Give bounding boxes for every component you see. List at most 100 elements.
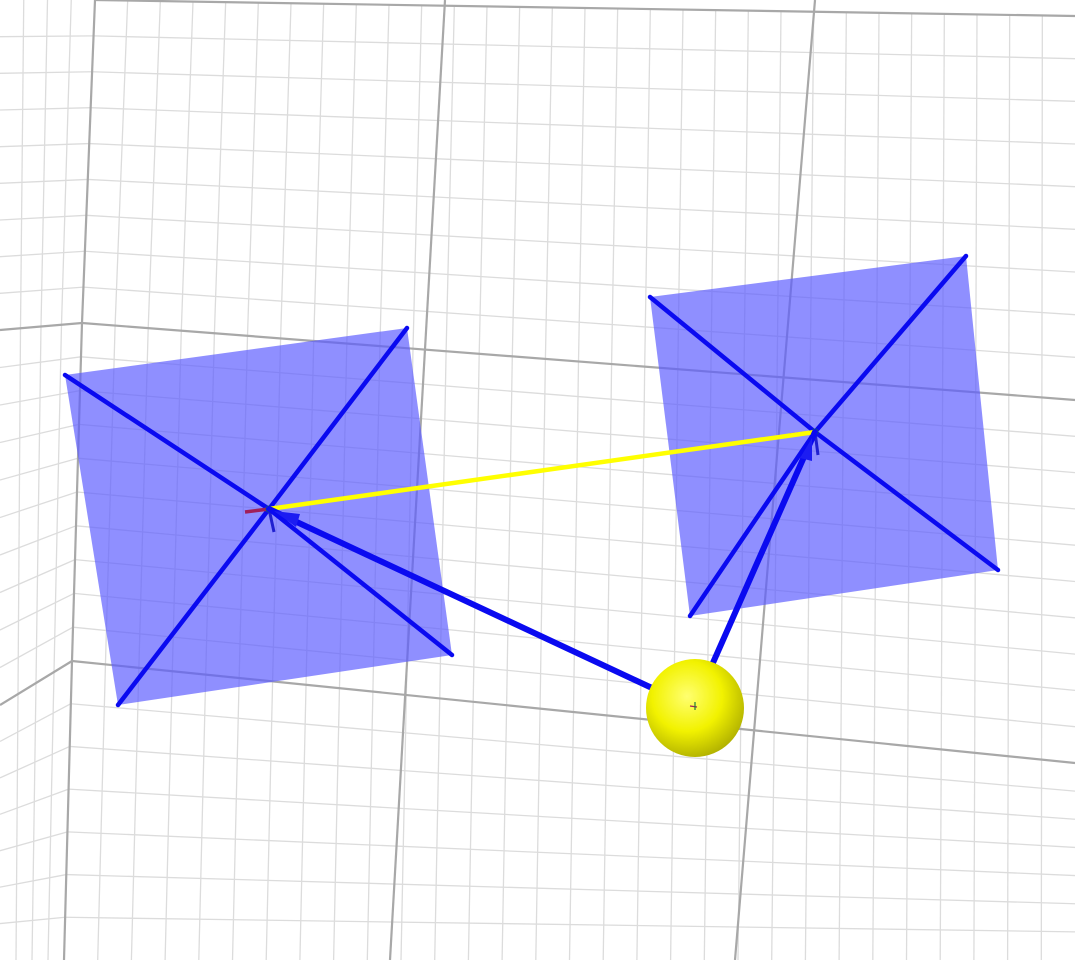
grid-line-minor xyxy=(164,671,173,960)
grid-line-minor xyxy=(1006,756,1009,960)
grid-line-minor xyxy=(86,214,1075,273)
frustum-edge xyxy=(812,429,1001,573)
grid-line-minor xyxy=(478,6,488,354)
point-axes xyxy=(689,702,698,710)
grid-line-minor xyxy=(114,0,129,326)
grid-line-minor xyxy=(0,214,87,221)
grid-line-minor xyxy=(0,745,70,779)
grid-line-minor xyxy=(313,3,325,341)
grid-line-minor xyxy=(0,592,75,631)
grid-line-minor xyxy=(0,626,74,669)
grid-line-minor xyxy=(973,752,976,960)
grid-line-minor xyxy=(412,5,423,349)
arrowhead-right xyxy=(800,438,812,461)
grid-line-minor xyxy=(65,916,1075,933)
grid-line-minor xyxy=(872,742,876,960)
grid-line-minor xyxy=(70,703,1075,792)
grid-line-minor xyxy=(669,722,675,960)
grid-line-minor xyxy=(279,3,292,339)
grid-line-minor xyxy=(610,8,619,365)
grid-line-minor xyxy=(838,739,842,960)
grid-line-minor xyxy=(400,694,407,960)
grid-line-minor xyxy=(0,525,77,556)
ray-left xyxy=(266,506,655,691)
grid-line-minor xyxy=(87,178,1075,230)
frustum-edge xyxy=(115,506,272,708)
axis-z-left xyxy=(267,508,276,533)
grid-line-minor xyxy=(467,701,474,960)
grid-line-minor xyxy=(47,671,55,960)
grid-line-minor xyxy=(905,745,909,960)
grid-line-minor xyxy=(92,71,1075,102)
grid-line-minor xyxy=(299,684,307,960)
camera-right[interactable] xyxy=(647,253,1001,619)
ray-right xyxy=(709,429,818,668)
grid-line-minor xyxy=(511,6,521,357)
grid-line-minor xyxy=(0,703,72,743)
grid-line-minor xyxy=(180,1,194,331)
image-plane-left[interactable] xyxy=(65,328,452,705)
grid-line-major xyxy=(94,0,1075,18)
grid-line-minor xyxy=(147,1,161,329)
grid-line-minor xyxy=(568,711,575,960)
grid-line-minor xyxy=(975,14,978,393)
grid-line-minor xyxy=(69,745,1075,820)
grid-line-minor xyxy=(130,667,140,960)
grid-line-minor xyxy=(0,423,80,444)
grid-line-minor xyxy=(0,286,84,294)
grid-line-minor xyxy=(0,107,91,111)
grid-line-minor xyxy=(66,873,1075,905)
grid-line-minor xyxy=(97,664,107,960)
axis-x-left xyxy=(244,507,270,514)
grid-line-major xyxy=(62,660,74,960)
grid-line-minor xyxy=(246,2,259,336)
grid-line-minor xyxy=(0,559,76,594)
grid-line-minor xyxy=(346,4,357,344)
frustum-edge xyxy=(812,253,969,435)
grid-line-minor xyxy=(804,735,809,960)
grid-line-minor xyxy=(0,873,67,888)
ray-arrowheads xyxy=(274,438,812,527)
grid-line-minor xyxy=(231,677,240,960)
grid-line-minor xyxy=(68,788,1075,849)
grid-line-minor xyxy=(60,0,72,325)
baseline[interactable] xyxy=(266,429,818,512)
grid-line-minor xyxy=(366,691,374,960)
grid-line-minor xyxy=(644,9,651,367)
frustum-edge xyxy=(266,325,410,512)
grid-line-minor xyxy=(332,688,341,960)
grid-line-minor xyxy=(0,916,66,925)
grid-line-minor xyxy=(1008,14,1011,395)
frustum-edge xyxy=(687,429,818,619)
grid-line-minor xyxy=(703,725,708,960)
grid-line-minor xyxy=(198,674,207,960)
grid-line-major xyxy=(80,0,97,324)
grid-line-minor xyxy=(0,831,68,852)
grid-line-minor xyxy=(771,732,775,960)
grid-line-minor xyxy=(0,356,82,369)
grid-line-minor xyxy=(265,681,274,960)
grid-line-minor xyxy=(213,2,227,334)
grid-line-minor xyxy=(939,749,942,960)
projection-rays[interactable] xyxy=(266,429,818,691)
grid-line-minor xyxy=(636,718,642,960)
grid-line-minor xyxy=(0,178,88,184)
grid-line-minor xyxy=(40,0,49,327)
grid-line-minor xyxy=(67,831,1075,877)
grid-line-minor xyxy=(434,698,441,960)
frustum-edge xyxy=(266,506,455,658)
grid-line-minor xyxy=(535,708,541,960)
grid-line-minor xyxy=(577,7,586,362)
camera-left[interactable] xyxy=(62,325,455,708)
grid-line-minor xyxy=(0,491,78,519)
grid-line-minor xyxy=(0,389,81,406)
grid-line-minor xyxy=(31,682,37,960)
grid-line-minor xyxy=(0,250,85,258)
grid-line-minor xyxy=(0,788,69,815)
grid-line-minor xyxy=(544,7,553,359)
grid-line-major xyxy=(0,321,83,332)
grid-line-minor xyxy=(445,5,455,352)
grid-line-minor xyxy=(0,35,94,38)
frustum-edge xyxy=(62,372,272,512)
